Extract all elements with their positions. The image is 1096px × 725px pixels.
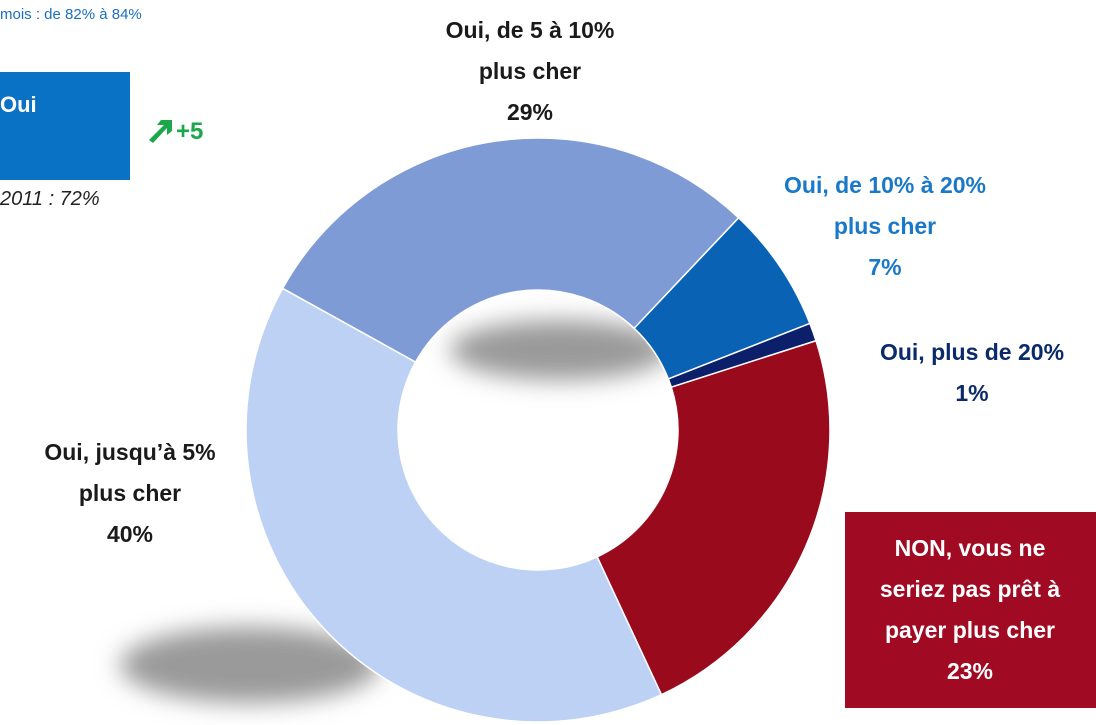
shadow (450, 320, 670, 380)
value-label: 23% (946, 658, 994, 684)
slice-label: Oui, de 10% à 20% plus cher 7% (784, 165, 986, 288)
box (0, 72, 130, 180)
arrow-icon (149, 120, 172, 143)
value-label: 7% (868, 254, 902, 280)
category-label: NON, vous ne seriez pas prêt à payer plu… (879, 535, 1061, 643)
category-label: Oui, de 5 à 10% plus cher (445, 17, 615, 84)
category-label: Oui, plus de 20% (879, 339, 1065, 365)
slice (596, 339, 831, 696)
box-label: Oui (0, 92, 37, 117)
change: +5 (176, 118, 204, 145)
slice-label: Oui, de 5 à 10% plus cher 29% (446, 10, 615, 133)
value-label: 40% (106, 521, 154, 547)
category-label: Oui, de 10% à 20% plus cher (784, 172, 986, 239)
previous: 2011 : 72% (0, 188, 100, 210)
shadow (120, 627, 380, 703)
note: mois : de 82% à 84% (0, 6, 142, 23)
value-label: 29% (506, 99, 554, 125)
slice-label: Oui, jusqu’à 5% plus cher 40% (44, 432, 215, 555)
label-box (845, 512, 1096, 708)
value-label: 1% (955, 380, 989, 406)
slice (245, 287, 663, 723)
category-label: Oui, jusqu’à 5% plus cher (44, 439, 216, 506)
slice-label: Oui, plus de 20% 1% (880, 332, 1064, 414)
slice (281, 137, 740, 364)
slices (245, 137, 831, 723)
slice-label: NON, vous ne seriez pas prêt à payer plu… (880, 528, 1060, 692)
